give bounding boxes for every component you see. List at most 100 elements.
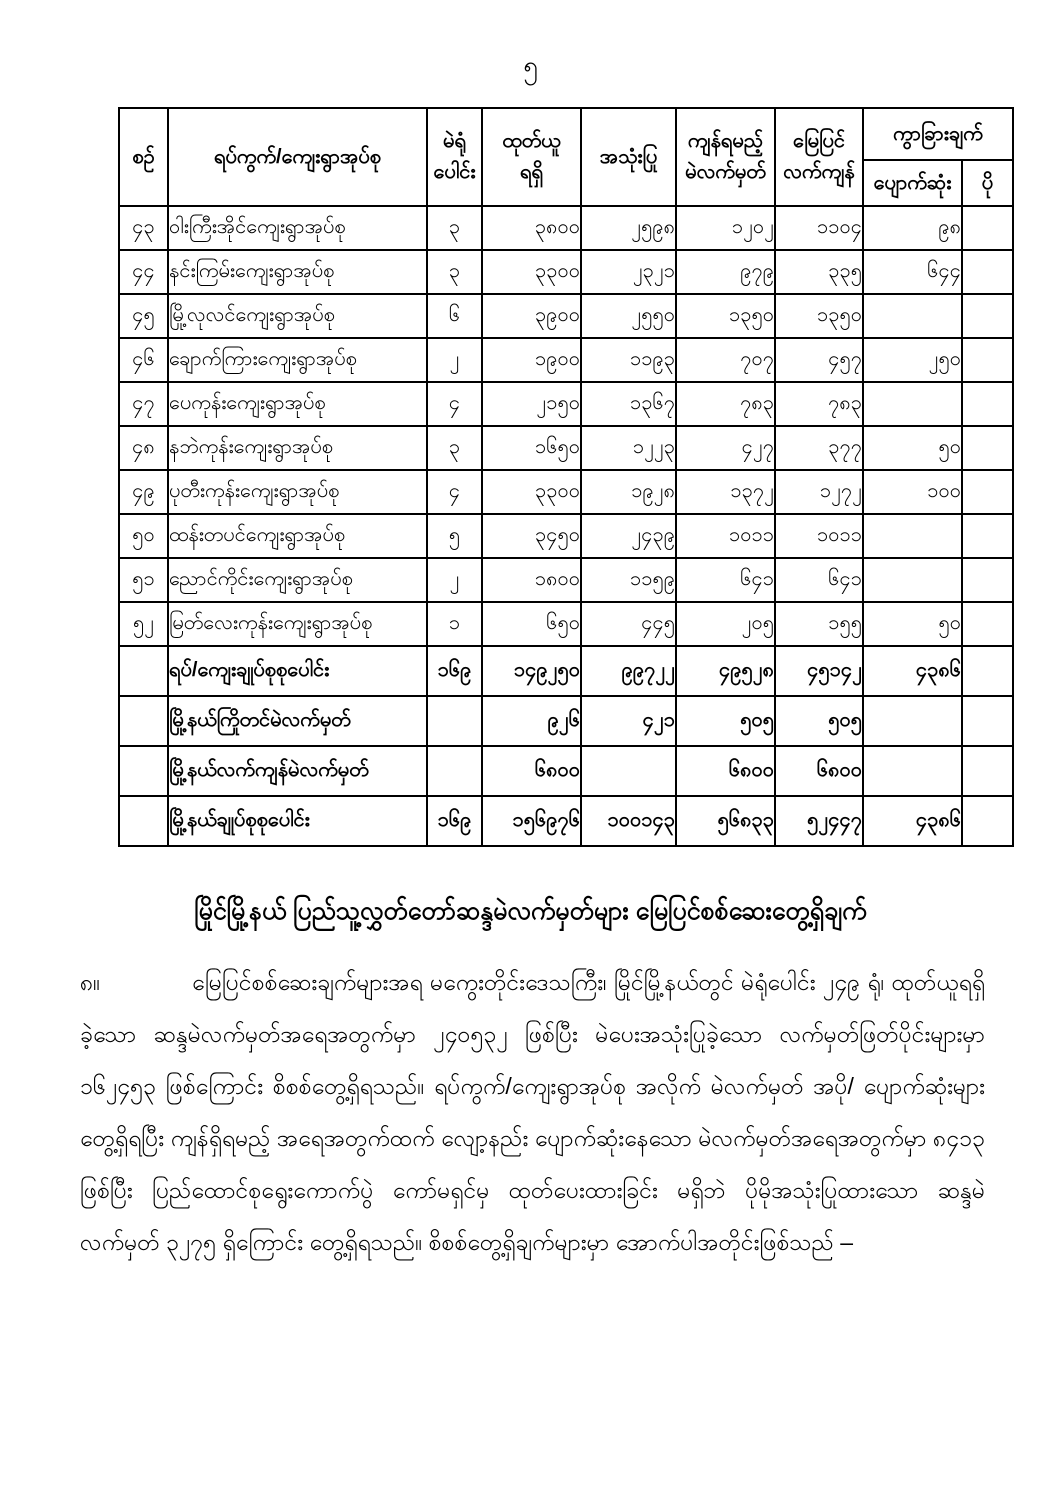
header-row-top: စဉ် ရပ်ကွက်/ကျေးရွာအုပ်စု မဲရုံ ပေါင်း ထ… <box>118 107 1014 208</box>
section-heading: မြိုင်မြို့နယ် ပြည်သူ့လွှတ်တော်ဆန္ဒမဲလက်… <box>194 897 867 926</box>
cell-lost <box>862 695 963 748</box>
cell-stations: ၄ <box>426 381 483 428</box>
cell-issued: ၁၅၆၉၇၆ <box>481 795 582 848</box>
cell-remaining-due: ၁၂၀၂ <box>675 205 776 252</box>
cell-used: ၁၂၂၃ <box>580 425 677 472</box>
summary-row-advance-ballots: မြို့နယ်ကြိုတင်မဲလက်မှတ် ၉၂၆ ၄၂၁ ၅၀၅ ၅၀၅ <box>118 695 1014 748</box>
body-paragraph: ၈။ မြေပြင်စစ်ဆေးချက်များအရ မကွေးတိုင်းဒေသ… <box>80 957 985 1269</box>
cell-excess <box>961 469 1014 516</box>
cell-village-name: မြတ်လေးကုန်းကျေးရွာအုပ်စု <box>167 601 428 648</box>
cell-serial <box>118 795 169 848</box>
cell-serial: ၅၂ <box>118 601 169 648</box>
table-header: စဉ် ရပ်ကွက်/ကျေးရွာအုပ်စု မဲရုံ ပေါင်း ထ… <box>118 107 1014 208</box>
summary-row-township-grand-total: မြို့နယ်ချုပ်စုစုပေါင်း ၁၆၉ ၁၅၆၉၇၆ ၁၀၀၁၄… <box>118 795 1014 848</box>
cell-ground-balance: ၁၁၀၄ <box>774 205 864 252</box>
cell-lost <box>862 745 963 798</box>
cell-ground-balance: ၁၂၇၂ <box>774 469 864 516</box>
cell-lost: ၅၀ <box>862 601 963 648</box>
cell-ground-balance: ၄၅၁၄၂ <box>774 645 864 698</box>
cell-village-name: ချောက်ကြားကျေးရွာအုပ်စု <box>167 337 428 384</box>
cell-stations: ၁၆၉ <box>426 645 483 698</box>
cell-lost <box>862 293 963 340</box>
cell-village-name: ဝါးကြီးအိုင်ကျေးရွာအုပ်စု <box>167 205 428 252</box>
cell-ground-balance: ၅၂၄၄၇ <box>774 795 864 848</box>
cell-excess <box>961 205 1014 252</box>
cell-excess <box>961 601 1014 648</box>
table-body: ၄၃ ဝါးကြီးအိုင်ကျေးရွာအုပ်စု ၃ ၃၈၀၀ ၂၅၉၈… <box>118 205 1014 848</box>
table-row: ၄၈ နဘဲကုန်းကျေးရွာအုပ်စု ၃ ၁၆၅၀ ၁၂၂၃ ၄၂၇… <box>118 425 1014 472</box>
cell-remaining-due: ၁၃၅၀ <box>675 293 776 340</box>
cell-issued: ၁၈၀၀ <box>481 557 582 604</box>
cell-ground-balance: ၃၃၅ <box>774 249 864 296</box>
cell-remaining-due: ၅၆၈၃၃ <box>675 795 776 848</box>
cell-used: ၁၉၂၈ <box>580 469 677 516</box>
cell-lost <box>862 557 963 604</box>
cell-remaining-due: ၉၇၉ <box>675 249 776 296</box>
cell-issued: ၂၁၅၀ <box>481 381 582 428</box>
cell-issued: ၃၃၀၀ <box>481 249 582 296</box>
header-serial: စဉ် <box>118 107 169 208</box>
cell-serial: ၄၉ <box>118 469 169 516</box>
cell-used: ၂၄၃၉ <box>580 513 677 560</box>
cell-serial: ၄၈ <box>118 425 169 472</box>
cell-ground-balance: ၆၄၁ <box>774 557 864 604</box>
table-row: ၅၂ မြတ်လေးကုန်းကျေးရွာအုပ်စု ၁ ၆၅၀ ၄၄၅ ၂… <box>118 601 1014 648</box>
cell-lost: ၅၀ <box>862 425 963 472</box>
cell-stations: ၅ <box>426 513 483 560</box>
cell-ground-balance: ၁၅၅ <box>774 601 864 648</box>
cell-stations: ၄ <box>426 469 483 516</box>
cell-excess <box>961 381 1014 428</box>
cell-used: ၁၀၀၁၄၃ <box>580 795 677 848</box>
cell-village-name: ထန်းတပင်ကျေးရွာအုပ်စု <box>167 513 428 560</box>
cell-excess <box>961 337 1014 384</box>
table-row: ၅၁ ညောင်ကိုင်းကျေးရွာအုပ်စု ၂ ၁၈၀၀ ၁၁၅၉ … <box>118 557 1014 604</box>
cell-issued: ၁၉၀၀ <box>481 337 582 384</box>
cell-issued: ၁၆၅၀ <box>481 425 582 472</box>
ballot-summary-table: စဉ် ရပ်ကွက်/ကျေးရွာအုပ်စု မဲရုံ ပေါင်း ထ… <box>118 107 1014 848</box>
cell-used: ၉၉၇၂၂ <box>580 645 677 698</box>
cell-stations: ၃ <box>426 249 483 296</box>
cell-serial <box>118 645 169 698</box>
cell-used: ၄၂၁ <box>580 695 677 748</box>
cell-village-name: နင်းကြမ်းကျေးရွာအုပ်စု <box>167 249 428 296</box>
cell-issued: ၆၅၀ <box>481 601 582 648</box>
cell-stations: ၂ <box>426 557 483 604</box>
cell-serial: ၅၀ <box>118 513 169 560</box>
cell-used: ၄၄၅ <box>580 601 677 648</box>
cell-excess <box>961 293 1014 340</box>
summary-row-ward-village-total: ရပ်/ကျေးချုပ်စုစုပေါင်း ၁၆၉ ၁၄၉၂၅၀ ၉၉၇၂၂… <box>118 645 1014 698</box>
cell-serial: ၄၅ <box>118 293 169 340</box>
header-lost: ပျောက်ဆုံး <box>862 159 963 208</box>
cell-remaining-due: ၄၂၇ <box>675 425 776 472</box>
table-row: ၄၃ ဝါးကြီးအိုင်ကျေးရွာအုပ်စု ၃ ၃၈၀၀ ၂၅၉၈… <box>118 205 1014 252</box>
cell-excess <box>961 513 1014 560</box>
cell-ground-balance: ၃၇၇ <box>774 425 864 472</box>
cell-village-name: မြို့လုလင်ကျေးရွာအုပ်စု <box>167 293 428 340</box>
cell-ground-balance: ၄၅၇ <box>774 337 864 384</box>
cell-issued: ၃၄၅၀ <box>481 513 582 560</box>
table-row: ၄၆ ချောက်ကြားကျေးရွာအုပ်စု ၂ ၁၉၀၀ ၁၁၉၃ ၇… <box>118 337 1014 384</box>
cell-remaining-due: ၆၈၀၀ <box>675 745 776 798</box>
cell-village-name: နဘဲကုန်းကျေးရွာအုပ်စု <box>167 425 428 472</box>
cell-ground-balance: ၇၈၃ <box>774 381 864 428</box>
cell-serial: ၄၆ <box>118 337 169 384</box>
summary-row-township-balance: မြို့နယ်လက်ကျန်မဲလက်မှတ် ၆၈၀၀ ၆၈၀၀ ၆၈၀၀ <box>118 745 1014 798</box>
cell-remaining-due: ၇၈၃ <box>675 381 776 428</box>
cell-lost <box>862 513 963 560</box>
table-row: ၄၇ ပေကုန်းကျေးရွာအုပ်စု ၄ ၂၁၅၀ ၁၃၆၇ ၇၈၃ … <box>118 381 1014 428</box>
cell-remaining-due: ၄၉၅၂၈ <box>675 645 776 698</box>
cell-lost: ၄၃၈၆ <box>862 645 963 698</box>
cell-stations <box>426 745 483 798</box>
cell-summary-label: မြို့နယ်ချုပ်စုစုပေါင်း <box>167 795 428 848</box>
cell-excess <box>961 557 1014 604</box>
cell-serial <box>118 695 169 748</box>
cell-serial: ၅၁ <box>118 557 169 604</box>
cell-stations: ၆ <box>426 293 483 340</box>
cell-ground-balance: ၅၀၅ <box>774 695 864 748</box>
cell-issued: ၃၃၀၀ <box>481 469 582 516</box>
cell-ground-balance: ၁၃၅၀ <box>774 293 864 340</box>
cell-serial: ၄၇ <box>118 381 169 428</box>
cell-lost: ၁၀၀ <box>862 469 963 516</box>
cell-stations: ၂ <box>426 337 483 384</box>
